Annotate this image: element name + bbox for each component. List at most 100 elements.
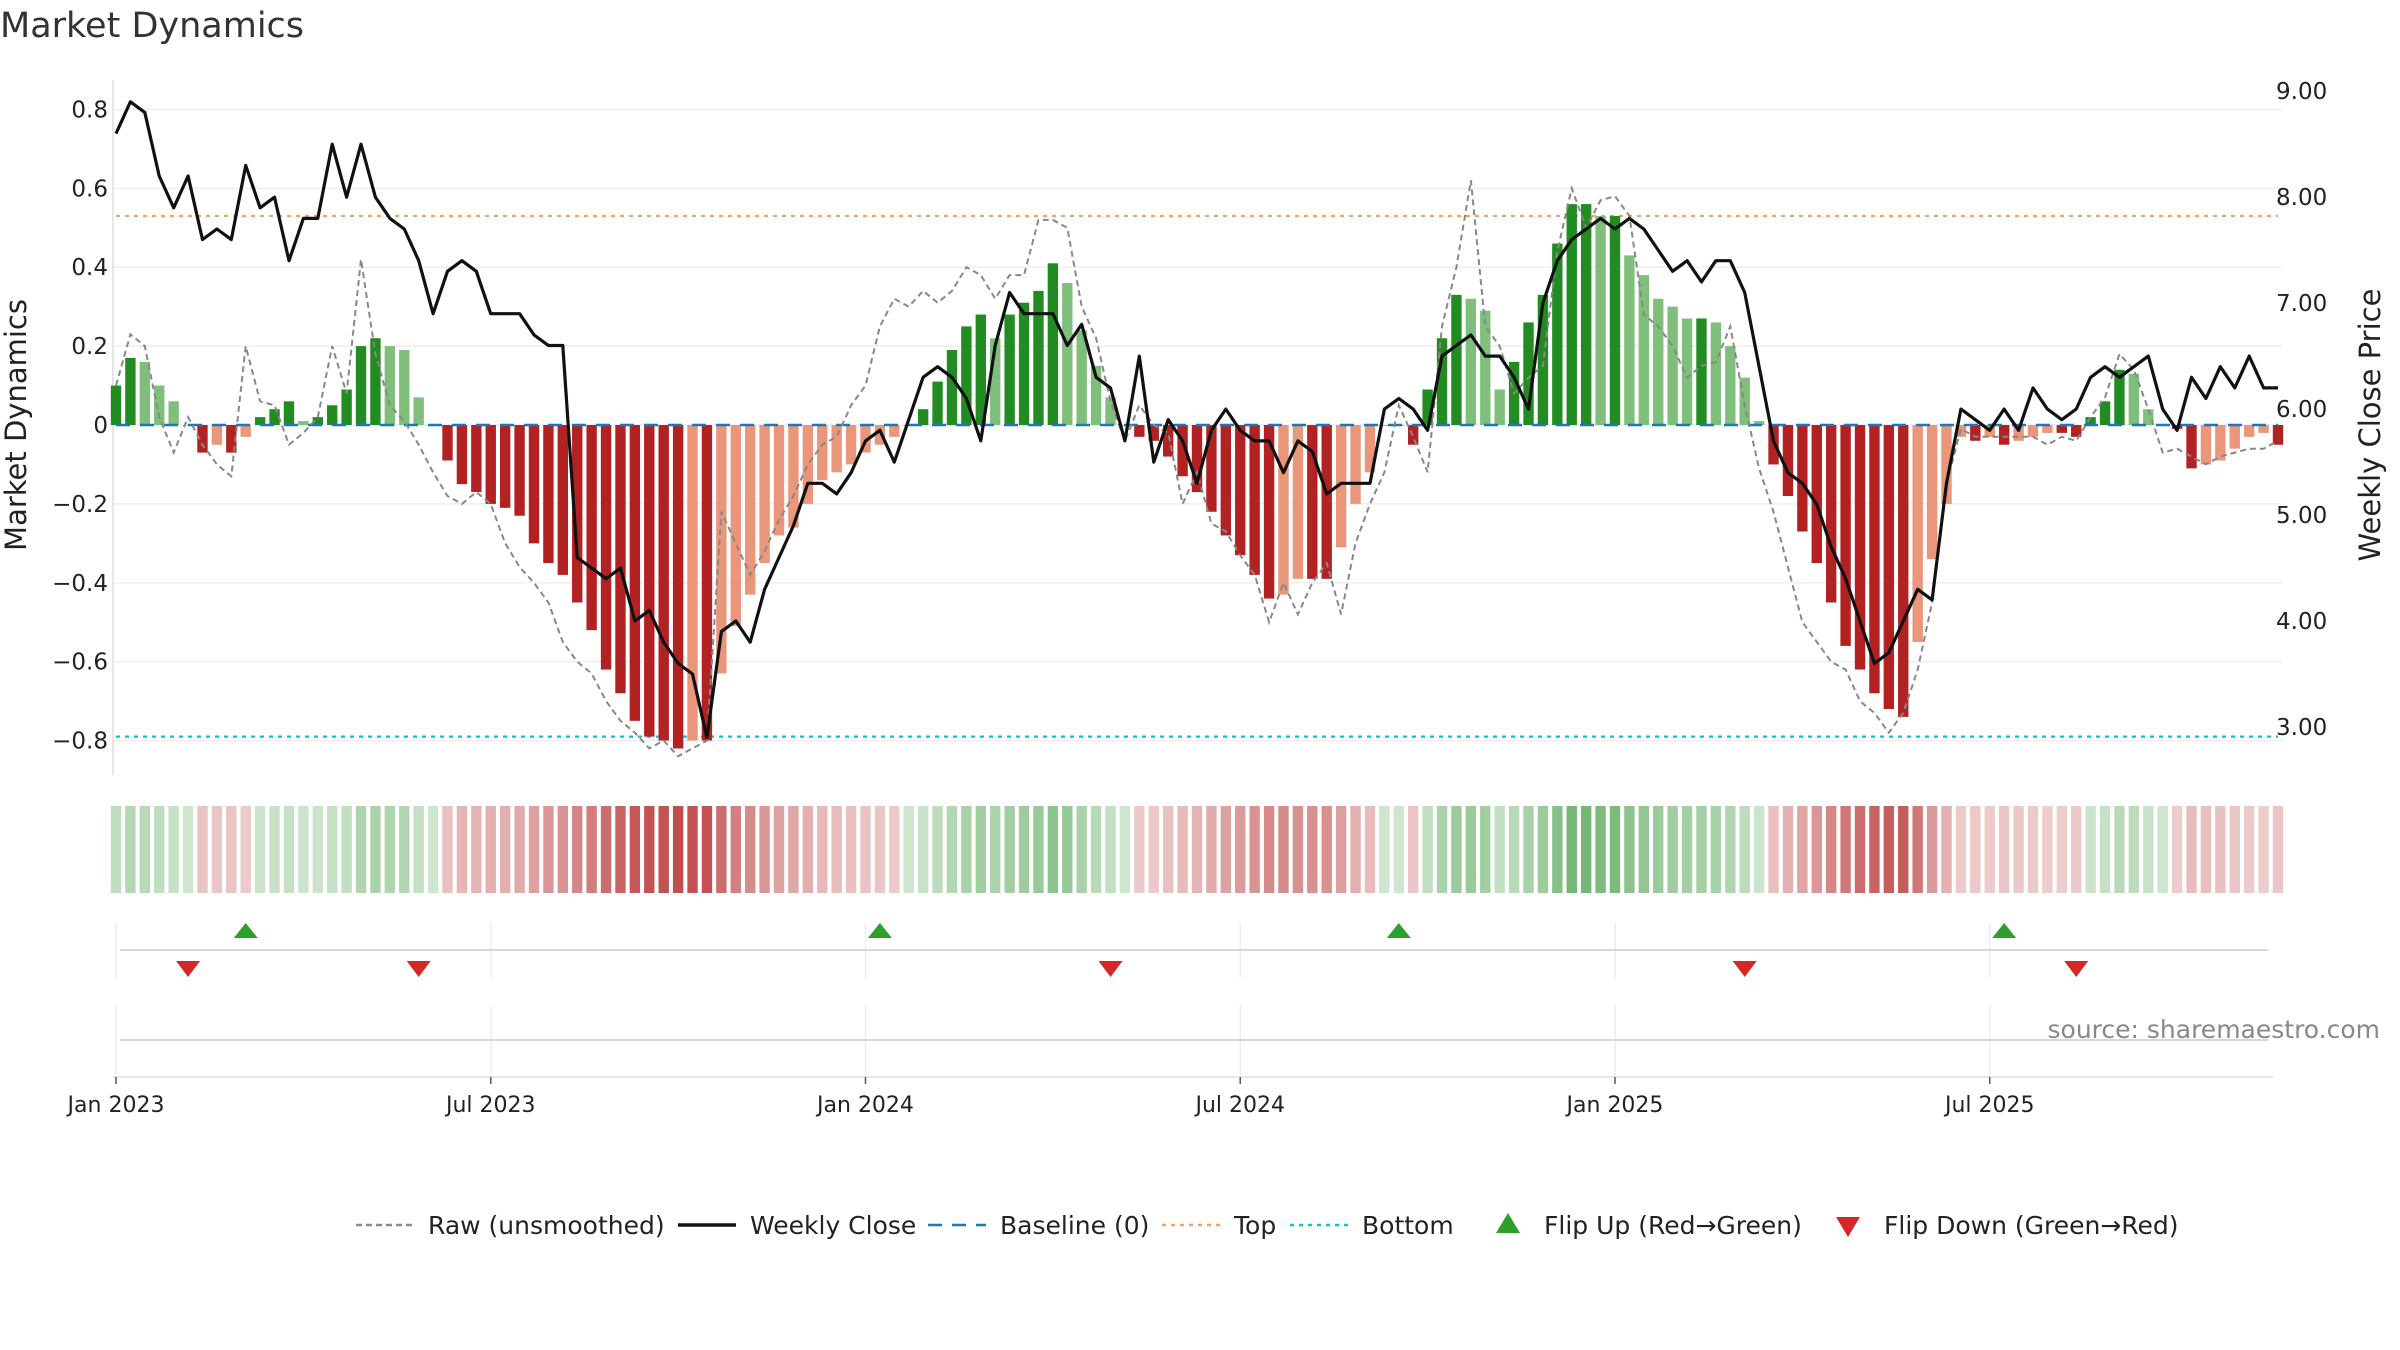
heat-cell (1970, 806, 1981, 893)
bar (197, 425, 208, 453)
heat-cell (1018, 806, 1030, 893)
heat-cell (1292, 806, 1304, 893)
x-tick-label: Jul 2023 (444, 1093, 536, 1118)
bar (2200, 425, 2212, 465)
legend-label: Flip Up (Red→Green) (1544, 1211, 1802, 1240)
heat-cell (2071, 806, 2082, 893)
bar (1033, 290, 1044, 425)
heat-cell (1955, 806, 1967, 893)
bar (860, 425, 871, 453)
heat-cell (788, 806, 799, 893)
x-tick-label: Jul 2024 (1193, 1093, 1285, 1118)
heat-cell (528, 806, 540, 893)
heat-cell (2042, 806, 2053, 893)
y-tick-label: 0 (93, 413, 108, 439)
heat-cell (716, 806, 727, 893)
heat-cell (1177, 806, 1188, 893)
flip-down-marker (2064, 961, 2089, 977)
bar (1653, 298, 1664, 425)
heat-cell (1566, 806, 1577, 893)
heat-cell (1076, 806, 1087, 893)
bar (2042, 425, 2053, 433)
bar (298, 421, 309, 425)
bar (1926, 425, 1938, 560)
bar (269, 409, 280, 425)
flip-down-marker (176, 961, 201, 977)
bar (254, 417, 266, 425)
heat-cell (1321, 806, 1332, 893)
bar (413, 397, 424, 425)
heat-cell (990, 806, 1001, 893)
heat-cell (1638, 806, 1650, 893)
heat-cell (903, 806, 914, 893)
bar (1638, 275, 1650, 425)
heat-cell (1580, 806, 1592, 893)
bar (716, 425, 727, 674)
bar (1047, 263, 1059, 425)
bar (1739, 377, 1750, 425)
heat-cell (2243, 806, 2255, 893)
heat-cell (2128, 806, 2140, 893)
bar (845, 425, 857, 465)
bar (1177, 425, 1188, 477)
heat-cell (2013, 806, 2024, 893)
heat-cell (1422, 806, 1433, 893)
bar (1753, 421, 1765, 425)
bar (1249, 425, 1260, 575)
bar (1840, 425, 1851, 646)
heat-cell (1552, 806, 1563, 893)
bar (2013, 425, 2024, 441)
chart-title: Market Dynamics (0, 6, 305, 46)
bar (1278, 425, 1289, 595)
y-tick-label: −0.2 (52, 492, 108, 518)
heat-cell (1898, 806, 1909, 893)
heat-cell (2215, 806, 2226, 893)
bar (1710, 322, 1722, 425)
bar (1162, 425, 1174, 457)
heat-cell (1768, 806, 1779, 893)
heat-cell (1480, 806, 1491, 893)
heat-cell (1004, 806, 1015, 893)
heat-cell (1263, 806, 1275, 893)
bar (889, 425, 900, 437)
bar (341, 389, 352, 425)
heat-cell (2186, 806, 2197, 893)
heat-cell (370, 806, 381, 893)
bar (1580, 204, 1592, 425)
bar (1191, 425, 1203, 493)
heat-cell (1710, 806, 1722, 893)
heat-cell (1379, 806, 1390, 893)
heat-cell (456, 806, 468, 893)
bar (1624, 255, 1635, 425)
heat-cell (1335, 806, 1347, 893)
heat-cell (1797, 806, 1808, 893)
legend-flip-down-icon (1836, 1217, 1860, 1237)
bar (1436, 338, 1448, 425)
heat-cell (860, 806, 871, 893)
heat-cell (1393, 806, 1404, 893)
bar (1263, 425, 1275, 599)
bar (471, 425, 482, 493)
bar (1609, 215, 1621, 425)
bar (874, 425, 886, 445)
y-tick-label: −0.6 (52, 650, 108, 676)
bar (2085, 417, 2096, 425)
heat-cell (298, 806, 309, 893)
bar (1494, 389, 1505, 425)
heat-cell (1681, 806, 1693, 893)
bar (1797, 425, 1808, 532)
bar (499, 425, 511, 508)
heat-cell (1696, 806, 1707, 893)
bar (658, 425, 669, 741)
heat-cell (817, 806, 828, 893)
bar (528, 425, 540, 544)
bar (1681, 318, 1693, 425)
bar (1062, 283, 1073, 425)
bar (773, 425, 785, 536)
heat-cell (1090, 806, 1102, 893)
heat-cell (327, 806, 338, 893)
heat-cell (1235, 806, 1246, 893)
heat-cell (1162, 806, 1174, 893)
heat-cell (572, 806, 583, 893)
heat-cell (831, 806, 842, 893)
